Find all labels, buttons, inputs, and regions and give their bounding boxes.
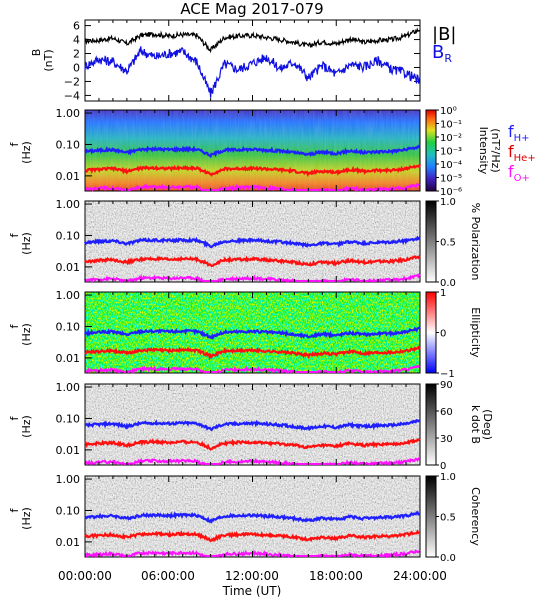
colorbar [425,475,437,558]
gyrofrequency-line-f-he [84,345,421,361]
y-axis-label: f [8,507,21,512]
x-tick-label: 12:00:00 [225,569,279,583]
legend-f-he: fHe+ [508,142,536,164]
colorbar-tick-label: 1.0 [440,472,456,483]
colorbar-tick-label: 0 [440,461,446,472]
x-axis-title: Time (UT) [222,584,282,598]
y-tick-label: 0.01 [56,170,81,183]
y-tick-label: 0.01 [56,352,81,365]
b-legend: |B| BR [432,24,456,65]
y-tick-label: 2 [73,48,80,61]
colorbar-tick-label: 10⁻² [440,133,462,144]
x-tick-label: 00:00:00 [58,569,112,583]
y-tick-label: 6 [73,20,80,33]
colorbar-label: Ellipticity [469,307,482,358]
gyrofrequency-line-f-h [83,235,421,249]
colorbar-tick-label: 0.0 [440,278,456,289]
y-tick-label: 0.01 [56,261,81,274]
y-axis-label: f [8,232,21,237]
colorbar-tick-label: 0.0 [440,553,456,564]
y-tick-label: 0.10 [56,138,81,151]
legend-f-h: fH+ [508,122,530,144]
y-axis-unit: (Hz) [20,507,33,530]
colorbar-tick-label: 0.5 [440,238,456,249]
legend-b-r: BR [432,42,452,65]
x-tick-label: 06:00:00 [141,569,195,583]
y-axis-label: f [8,323,21,328]
y-tick-label: 0.01 [56,444,81,457]
colorbar-tick-label: 10⁻⁴ [440,160,462,171]
y-tick-label: 1.00 [56,473,81,486]
colorbar [425,291,437,374]
y-tick-label: 0.10 [56,504,81,517]
y-axis-unit: (Hz) [20,232,33,255]
gyrofrequency-line-f-he [84,255,421,268]
colorbar-tick-label: 10⁻¹ [440,120,462,131]
colorbar-tick-label: 0 [440,329,446,340]
gyrofrequency-line-f-h [84,511,421,524]
y-axis-unit: (Hz) [20,141,33,164]
legend-f-o: fO+ [508,162,530,184]
y-axis-label: f [8,415,21,420]
y-axis-unit: (nT) [42,49,55,71]
colorbar [425,383,437,466]
legend-b-mag: |B| [432,24,456,45]
colorbar [425,200,437,283]
time-axis: 00:00:00 06:00:00 12:00:00 18:00:00 24:0… [58,569,447,598]
colorbar-label: Coherency [469,487,482,546]
colorbar-tick-label: 1.0 [440,197,456,208]
y-tick-label: −2 [64,75,80,88]
colorbar-tick-label: 60 [440,407,453,418]
colorbar-tick-label: 30 [440,434,453,445]
gyrofrequency-line-f-he [84,437,421,451]
colorbar-label: k dot B [469,405,482,444]
colorbar-tick-label: 10⁻⁵ [440,174,462,185]
colorbar-tick-label: 10⁰ [440,106,457,117]
colorbar [425,109,437,192]
gyrofrequency-line-f-he [84,164,422,178]
gyrofrequency-line-f-he [84,529,420,543]
f-legend: fH+ fHe+ fO+ [508,122,536,184]
colorbar-tick-label: 0.5 [440,513,456,524]
gyrofrequency-line-f-h [84,325,421,340]
y-tick-label: 0.10 [56,412,81,425]
gyrofrequency-line-f-h [84,144,421,159]
colorbar-tick-label: −1 [440,369,455,380]
y-tick-label: −4 [64,89,80,102]
colorbar-tick-label: 90 [440,380,453,391]
y-tick-label: 4 [73,34,80,47]
y-tick-label: 1.00 [56,289,81,302]
y-tick-label: 0.10 [56,229,81,242]
gyrofrequency-line-f-h [84,419,421,432]
y-tick-label: 1.00 [56,107,81,120]
colorbar-unit: (Deg) [481,409,494,440]
colorbar-unit: (nT²/Hz) [489,128,502,172]
y-axis-label: B [30,49,43,57]
spectrogram-panel-1: 1.00 0.10 0.01 f (Hz) 10⁰ 10⁻¹ 10⁻² 10⁻³ 10⁻⁴ 10⁻⁵… [8,106,502,198]
y-tick-label: 0.01 [56,536,81,549]
y-tick-label: 0.10 [56,320,81,333]
series-line-b-r [84,46,421,98]
colorbar-tick-label: 10⁻³ [440,147,462,158]
y-tick-label: 1.00 [56,381,81,394]
y-tick-label: 0 [73,61,80,74]
y-tick-label: 1.00 [56,198,81,211]
spectrogram-panel-3: 1.00 0.10 0.01 f (Hz) 1 0 −1 Ellipticity [8,288,482,380]
colorbar-label: Intensity [477,127,490,175]
spectrogram-panel-2: 1.00 0.10 0.01 f (Hz) 1.0 0.5 0.0 % Polarization [8,197,482,289]
x-tick-label: 18:00:00 [309,569,363,583]
figure-title: ACE Mag 2017-079 [180,0,323,18]
colorbar-tick-label: 1 [440,288,446,299]
y-axis-unit: (Hz) [20,415,33,438]
colorbar-tick-label: 10⁻⁶ [440,187,462,198]
y-axis-unit: (Hz) [20,323,33,346]
colorbar-label: % Polarization [469,203,482,281]
series-line-b-mag [84,27,421,54]
spectrogram-panel-4: 1.00 0.10 0.01 f (Hz) 90 60 30 0 k dot B (Deg) [8,380,494,472]
spectrogram-panel-5: 1.00 0.10 0.01 f (Hz) 1.0 0.5 0.0 Coherency [8,472,482,564]
y-axis-label: f [8,141,21,146]
x-tick-label: 24:00:00 [393,569,447,583]
